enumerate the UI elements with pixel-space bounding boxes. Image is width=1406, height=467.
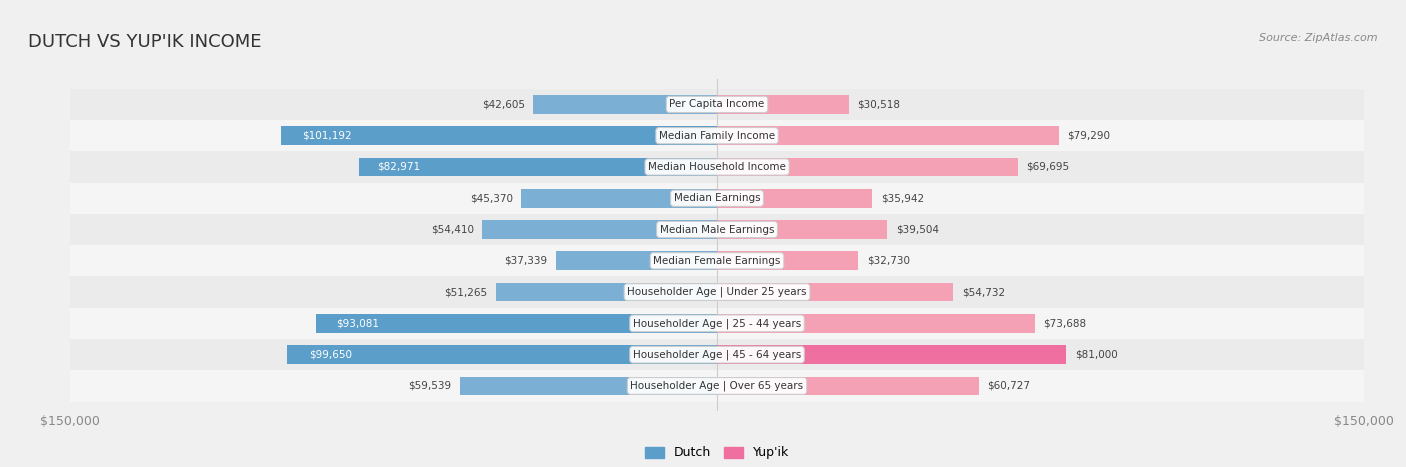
Text: $54,732: $54,732 [962, 287, 1005, 297]
Text: Householder Age | 25 - 44 years: Householder Age | 25 - 44 years [633, 318, 801, 329]
Text: $35,942: $35,942 [880, 193, 924, 203]
Bar [70, 214, 1364, 245]
Text: Householder Age | Over 65 years: Householder Age | Over 65 years [630, 381, 804, 391]
Bar [316, 314, 717, 333]
Text: Householder Age | Under 25 years: Householder Age | Under 25 years [627, 287, 807, 297]
Text: Per Capita Income: Per Capita Income [669, 99, 765, 109]
Legend: Dutch, Yup'ik: Dutch, Yup'ik [640, 441, 794, 464]
Text: Median Household Income: Median Household Income [648, 162, 786, 172]
Bar [717, 189, 872, 208]
Bar [717, 314, 1035, 333]
Bar [70, 183, 1364, 214]
Bar [717, 283, 953, 302]
Bar [482, 220, 717, 239]
Text: $101,192: $101,192 [302, 131, 352, 141]
Text: $30,518: $30,518 [858, 99, 900, 109]
Text: $32,730: $32,730 [868, 256, 910, 266]
Bar [717, 220, 887, 239]
Bar [70, 120, 1364, 151]
Bar [717, 95, 849, 114]
Text: Median Male Earnings: Median Male Earnings [659, 225, 775, 234]
Text: $42,605: $42,605 [482, 99, 524, 109]
Text: $59,539: $59,539 [409, 381, 451, 391]
Text: Householder Age | 45 - 64 years: Householder Age | 45 - 64 years [633, 349, 801, 360]
Bar [70, 308, 1364, 339]
Text: $81,000: $81,000 [1076, 350, 1118, 360]
Bar [360, 157, 717, 177]
Bar [717, 251, 858, 270]
Bar [281, 126, 717, 145]
Text: $54,410: $54,410 [430, 225, 474, 234]
Text: $93,081: $93,081 [336, 318, 378, 328]
Text: Median Female Earnings: Median Female Earnings [654, 256, 780, 266]
Bar [287, 345, 717, 364]
Bar [460, 376, 717, 396]
Text: $99,650: $99,650 [309, 350, 352, 360]
Bar [717, 126, 1059, 145]
Bar [717, 345, 1066, 364]
Text: Source: ZipAtlas.com: Source: ZipAtlas.com [1260, 33, 1378, 42]
Bar [496, 283, 717, 302]
Text: $82,971: $82,971 [377, 162, 420, 172]
Text: $60,727: $60,727 [987, 381, 1031, 391]
Bar [70, 89, 1364, 120]
Text: $69,695: $69,695 [1026, 162, 1070, 172]
Text: $73,688: $73,688 [1043, 318, 1087, 328]
Text: $79,290: $79,290 [1067, 131, 1111, 141]
Bar [555, 251, 717, 270]
Bar [522, 189, 717, 208]
Text: $51,265: $51,265 [444, 287, 488, 297]
Bar [533, 95, 717, 114]
Bar [717, 157, 1018, 177]
Bar [70, 245, 1364, 276]
Bar [70, 370, 1364, 402]
Text: Median Family Income: Median Family Income [659, 131, 775, 141]
Text: $37,339: $37,339 [505, 256, 547, 266]
Text: DUTCH VS YUP'IK INCOME: DUTCH VS YUP'IK INCOME [28, 33, 262, 51]
Text: $45,370: $45,370 [470, 193, 513, 203]
Text: $39,504: $39,504 [896, 225, 939, 234]
Bar [70, 151, 1364, 183]
Bar [70, 339, 1364, 370]
Bar [717, 376, 979, 396]
Text: Median Earnings: Median Earnings [673, 193, 761, 203]
Bar [70, 276, 1364, 308]
